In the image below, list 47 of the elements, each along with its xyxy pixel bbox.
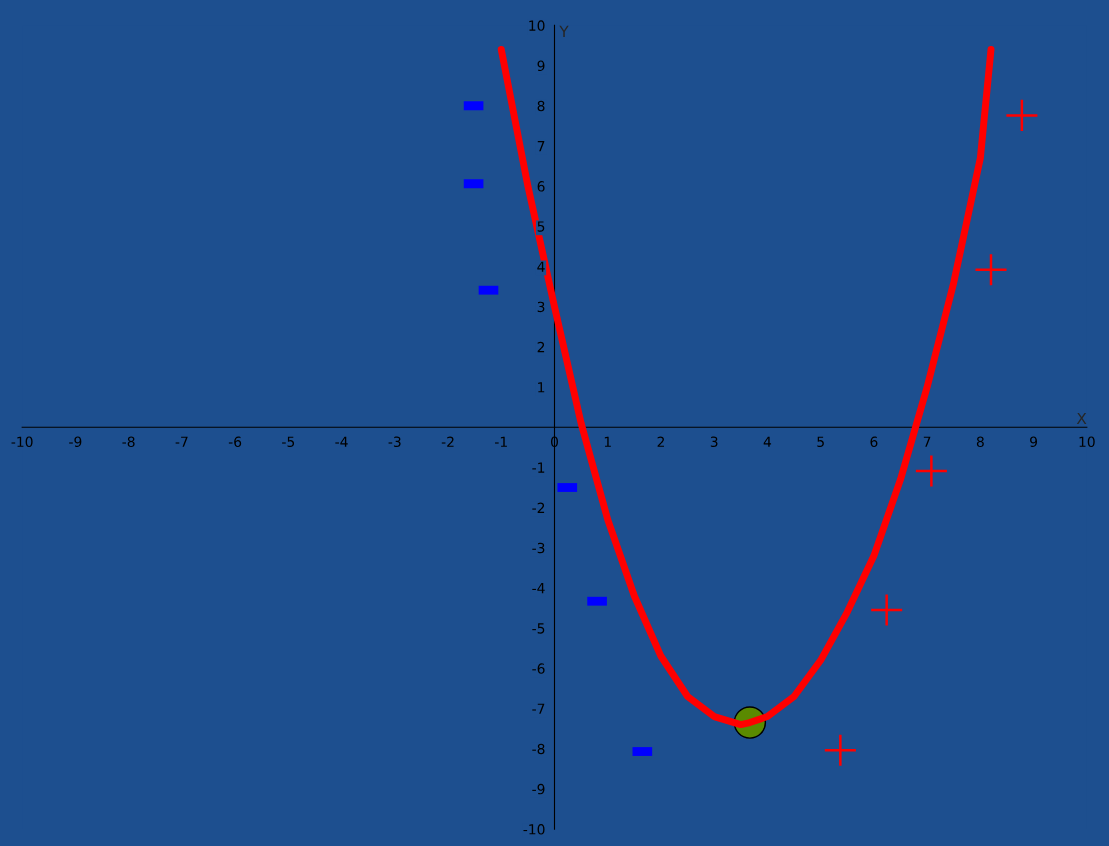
y-tick-label: 1 (538, 382, 545, 393)
y-tick-label: -8 (532, 743, 545, 755)
x-tick-label: -9 (69, 436, 82, 448)
y-tick-label: 8 (537, 100, 545, 112)
y-tick-label: 3 (537, 301, 545, 313)
y-tick-label: -9 (532, 783, 545, 795)
point (824, 734, 856, 766)
x-tick-label: 1 (604, 436, 611, 447)
x-tick-label: -5 (282, 436, 295, 448)
y-tick-label: -3 (532, 542, 545, 554)
x-tick-label: -6 (228, 436, 242, 448)
x-tick-label: 3 (710, 436, 718, 448)
point (1006, 99, 1038, 131)
y-tick-label: -7 (532, 703, 545, 714)
y-tick-label: 7 (537, 141, 545, 152)
x-axis-title: X (1076, 412, 1087, 425)
y-axis-title: Y (559, 25, 569, 37)
y-tick-label: 9 (537, 60, 545, 72)
x-tick-label: -1 (495, 436, 507, 447)
x-tick-label: -8 (122, 436, 135, 448)
x-tick-label: 6 (870, 436, 878, 448)
y-tick-label: -1 (532, 462, 545, 473)
y-tick-label: 10 (529, 20, 545, 31)
y-tick-label: -10 (523, 824, 545, 835)
point (915, 455, 947, 487)
x-tick-label: -2 (441, 436, 454, 447)
y-tick-label: 5 (537, 221, 545, 232)
y-tick-label: -5 (532, 623, 545, 634)
y-tick-label: -6 (532, 663, 545, 674)
y-tick-label: 4 (537, 261, 545, 272)
point (975, 254, 1007, 286)
point (871, 594, 903, 626)
x-tick-label: 7 (923, 436, 931, 447)
y-tick-label: -4 (532, 583, 545, 594)
y-tick-label: 2 (537, 341, 545, 353)
x-tick-label: 4 (763, 436, 772, 447)
x-tick-label: -10 (11, 436, 33, 448)
x-tick-label: -3 (388, 436, 401, 448)
x-tick-label: -4 (335, 436, 348, 447)
y-tick-label: 6 (537, 181, 545, 192)
x-tick-label: 8 (976, 436, 984, 448)
y-tick-label: -2 (532, 502, 545, 513)
x-tick-label: 10 (1079, 436, 1095, 448)
x-tick-label: -7 (175, 436, 188, 447)
x-tick-label: 9 (1030, 436, 1038, 448)
x-tick-label: 2 (657, 436, 664, 447)
x-tick-label: 5 (817, 436, 824, 448)
